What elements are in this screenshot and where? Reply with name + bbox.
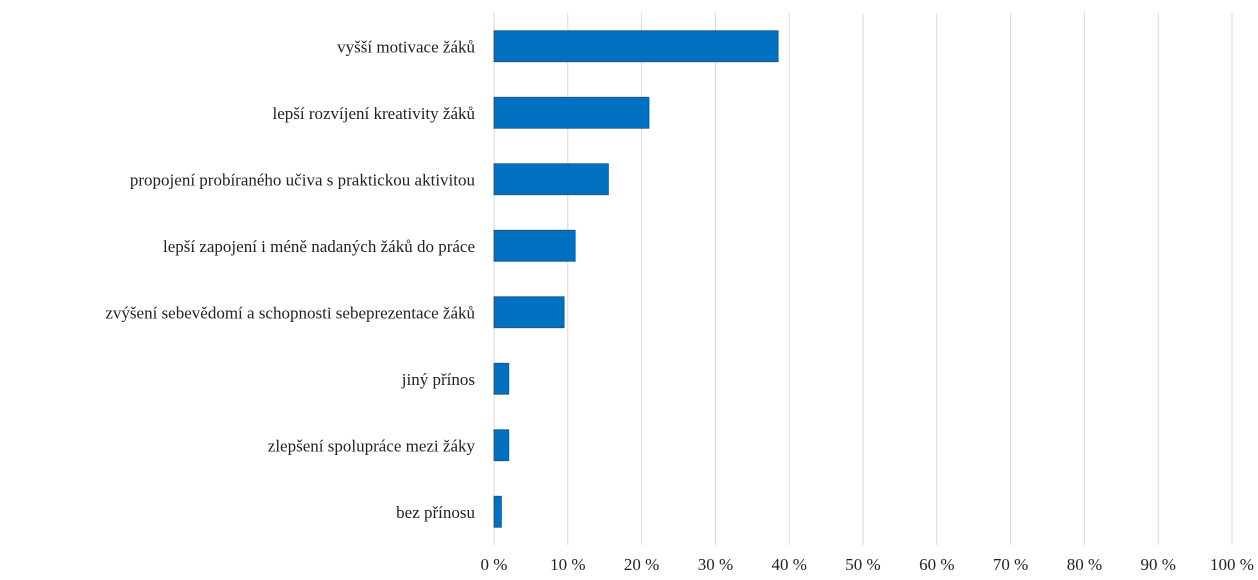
x-tick-label: 60 % <box>919 555 954 574</box>
category-label: lepší rozvíjení kreativity žáků <box>272 104 475 123</box>
bar <box>493 429 510 462</box>
x-tick-labels: 0 % 10 % 20 % 30 % 40 % 50 % 60 % 70 % 80 % 90 % 1… <box>481 555 1254 574</box>
bar <box>493 30 779 63</box>
x-tick-label: 40 % <box>771 555 806 574</box>
bar <box>493 229 576 262</box>
gridlines <box>493 13 1233 545</box>
category-labels: vyšší motivace žáků lepší rozvíjení kreat… <box>105 37 475 522</box>
category-label: zvýšení sebevědomí a schopnosti sebeprez… <box>105 303 475 322</box>
x-tick-label: 50 % <box>845 555 880 574</box>
bar <box>493 296 565 329</box>
category-label: propojení probíraného učiva s praktickou… <box>130 170 476 189</box>
x-tick-label: 80 % <box>1067 555 1102 574</box>
bars <box>493 30 779 528</box>
x-tick-label: 30 % <box>698 555 733 574</box>
bar <box>493 96 650 129</box>
bar <box>493 495 502 528</box>
category-label: lepší zapojení i méně nadaných žáků do p… <box>163 237 475 256</box>
x-tick-label: 20 % <box>624 555 659 574</box>
category-label: jiný přínos <box>401 370 475 389</box>
bar <box>493 163 609 196</box>
category-label: bez přínosu <box>396 503 475 522</box>
x-tick-label: 0 % <box>481 555 508 574</box>
category-label: zlepšení spolupráce mezi žáky <box>268 436 476 455</box>
x-tick-label: 10 % <box>550 555 585 574</box>
category-label: vyšší motivace žáků <box>337 37 475 56</box>
x-tick-label: 100 % <box>1210 555 1254 574</box>
x-tick-label: 70 % <box>993 555 1028 574</box>
bar <box>493 362 510 395</box>
x-tick-label: 90 % <box>1140 555 1175 574</box>
